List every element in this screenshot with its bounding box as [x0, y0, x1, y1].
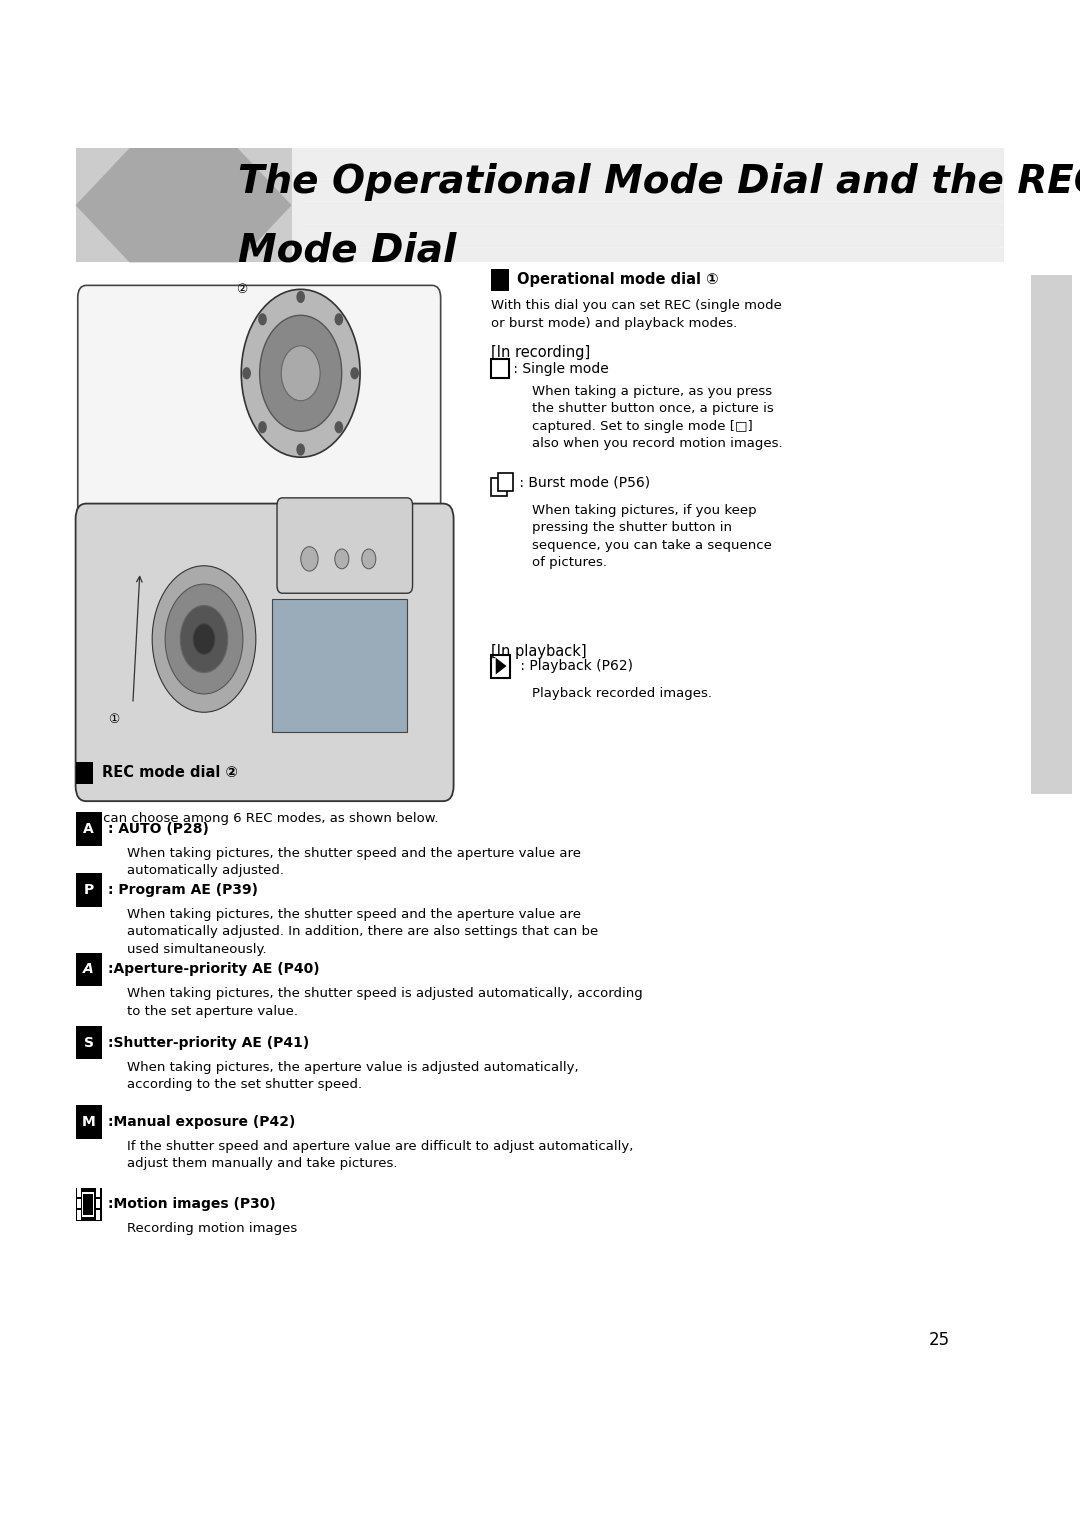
FancyBboxPatch shape: [76, 504, 454, 801]
Bar: [491, 269, 509, 290]
Text: : Playback (P62): : Playback (P62): [516, 659, 633, 673]
Text: The Operational Mode Dial and the REC: The Operational Mode Dial and the REC: [238, 163, 1080, 201]
Bar: [491, 359, 509, 378]
Text: If the shutter speed and aperture value are difficult to adjust automatically,
a: If the shutter speed and aperture value …: [127, 1140, 634, 1170]
Bar: [76, 1187, 102, 1221]
Circle shape: [296, 444, 305, 456]
Text: REC mode dial ②: REC mode dial ②: [102, 765, 238, 780]
Circle shape: [350, 368, 359, 380]
Bar: [272, 598, 407, 732]
Bar: [498, 473, 513, 491]
Text: S: S: [83, 1036, 94, 1050]
Bar: [77, 1199, 81, 1209]
Circle shape: [296, 291, 305, 304]
Circle shape: [258, 421, 267, 433]
Circle shape: [335, 421, 343, 433]
Circle shape: [259, 316, 341, 432]
Circle shape: [281, 346, 320, 401]
Circle shape: [152, 566, 256, 713]
Bar: [77, 1187, 81, 1198]
Text: Operational mode dial ①: Operational mode dial ①: [517, 272, 719, 287]
Text: You can choose among 6 REC modes, as shown below.: You can choose among 6 REC modes, as sho…: [76, 812, 438, 826]
Bar: [96, 1199, 100, 1209]
Text: P: P: [83, 884, 94, 897]
Text: :Aperture-priority AE (P40): :Aperture-priority AE (P40): [108, 963, 320, 977]
Text: When taking pictures, the shutter speed and the aperture value are
automatically: When taking pictures, the shutter speed …: [127, 908, 598, 955]
Circle shape: [335, 313, 343, 325]
Bar: [76, 873, 102, 906]
Polygon shape: [76, 148, 1004, 262]
Bar: [96, 1210, 100, 1219]
FancyBboxPatch shape: [276, 497, 413, 594]
Polygon shape: [76, 148, 292, 262]
Bar: [76, 763, 93, 784]
Circle shape: [193, 624, 215, 655]
Text: 25: 25: [929, 1331, 950, 1349]
Text: A: A: [83, 823, 94, 836]
Text: :Shutter-priority AE (P41): :Shutter-priority AE (P41): [108, 1036, 309, 1050]
Circle shape: [165, 584, 243, 694]
Text: :Motion images (P30): :Motion images (P30): [108, 1198, 275, 1212]
Bar: [83, 1193, 93, 1215]
Text: When taking pictures, the aperture value is adjusted automatically,
according to: When taking pictures, the aperture value…: [127, 1061, 579, 1091]
Text: ①: ①: [108, 713, 119, 726]
Text: : Single mode: : Single mode: [509, 362, 608, 375]
FancyBboxPatch shape: [78, 285, 441, 546]
Bar: [96, 1187, 100, 1198]
Text: Mode Dial: Mode Dial: [238, 232, 456, 270]
Text: A: A: [83, 963, 94, 977]
Text: When taking pictures, the shutter speed and the aperture value are
automatically: When taking pictures, the shutter speed …: [127, 847, 581, 877]
Text: M: M: [82, 1116, 95, 1129]
Bar: [77, 1210, 81, 1219]
Circle shape: [362, 549, 376, 569]
Bar: [76, 1025, 102, 1059]
Bar: [76, 1105, 102, 1138]
Polygon shape: [76, 148, 292, 262]
Bar: [491, 478, 507, 496]
Text: : Burst mode (P56): : Burst mode (P56): [515, 475, 650, 490]
Bar: [76, 812, 102, 845]
Text: Playback recorded images.: Playback recorded images.: [532, 687, 713, 700]
Text: When taking pictures, the shutter speed is adjusted automatically, according
to : When taking pictures, the shutter speed …: [127, 987, 644, 1018]
Circle shape: [180, 606, 228, 673]
Text: :Manual exposure (P42): :Manual exposure (P42): [108, 1116, 295, 1129]
Text: ②: ②: [235, 282, 247, 296]
Bar: [76, 952, 102, 986]
Text: : Program AE (P39): : Program AE (P39): [108, 884, 258, 897]
Bar: [82, 1192, 94, 1216]
Bar: [1031, 275, 1072, 794]
Polygon shape: [496, 658, 507, 674]
Text: : AUTO (P28): : AUTO (P28): [108, 823, 208, 836]
Circle shape: [335, 549, 349, 569]
Circle shape: [242, 368, 251, 380]
Bar: [491, 655, 510, 678]
Circle shape: [241, 290, 360, 458]
Text: [In recording]: [In recording]: [491, 345, 591, 360]
Text: [In playback]: [In playback]: [491, 644, 588, 659]
Text: With this dial you can set REC (single mode
or burst mode) and playback modes.: With this dial you can set REC (single m…: [491, 299, 782, 330]
Text: When taking a picture, as you press
the shutter button once, a picture is
captur: When taking a picture, as you press the …: [532, 385, 783, 450]
Circle shape: [300, 546, 319, 571]
Text: When taking pictures, if you keep
pressing the shutter button in
sequence, you c: When taking pictures, if you keep pressi…: [532, 504, 772, 569]
Circle shape: [258, 313, 267, 325]
Text: Recording motion images: Recording motion images: [127, 1222, 298, 1236]
